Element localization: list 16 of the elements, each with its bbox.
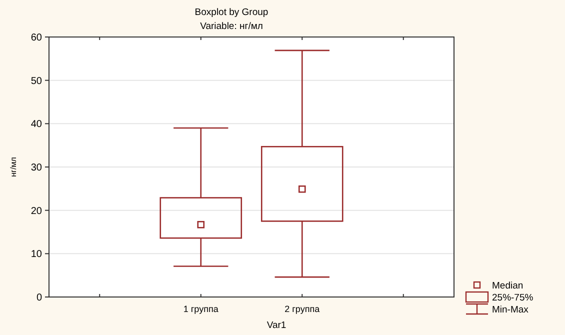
x-tick-label: 1 группа — [183, 304, 218, 314]
y-axis-title: нг/мл — [9, 156, 18, 177]
x-tick-label: 2 группа — [284, 304, 320, 314]
text: Min-Max — [492, 304, 529, 316]
y-tick-label: 0 — [36, 292, 42, 304]
text: Median — [492, 280, 524, 292]
y-tick-label: 50 — [30, 76, 42, 87]
y-tick-label: 10 — [30, 249, 42, 260]
chart-title: Boxplot by Group — [194, 7, 268, 18]
chart-subtitle: Variable: нг/мл — [200, 21, 263, 32]
y-tick-label: 60 — [30, 32, 42, 44]
y-tick-label: 30 — [30, 162, 42, 174]
y-tick-label: 40 — [30, 119, 42, 130]
text: 25%-75% — [492, 292, 534, 304]
x-axis-title: Var1 — [266, 320, 286, 331]
y-tick-label: 20 — [30, 206, 42, 217]
